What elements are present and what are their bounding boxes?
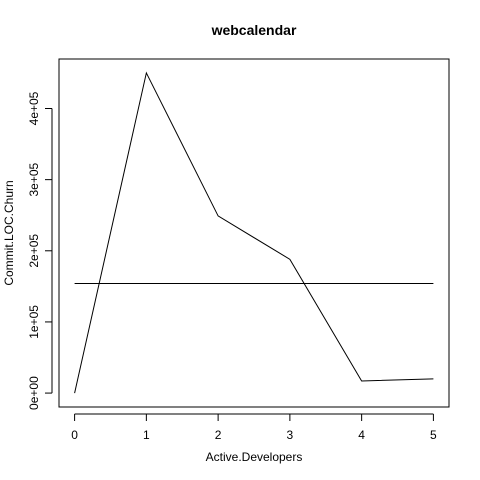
y-tick-label: 4e+05: [27, 91, 41, 125]
x-tick-label: 3: [287, 428, 294, 442]
x-axis: 0 1 2 3 4 5: [71, 413, 437, 442]
chart-title: webcalendar: [211, 22, 297, 38]
series-line: [74, 71, 434, 394]
y-tick-label: 1e+05: [27, 305, 41, 339]
plot-frame: [58, 58, 450, 408]
x-tick-label: 2: [215, 428, 222, 442]
y-axis-label: Commit.LOC.Churn: [2, 180, 16, 285]
y-tick-label: 0e+00: [27, 376, 41, 410]
x-tick-label: 1: [143, 428, 150, 442]
x-axis-label: Active.Developers: [206, 450, 303, 464]
x-tick-label: 5: [430, 428, 437, 442]
x-tick-label: 0: [71, 428, 78, 442]
y-tick-label: 3e+05: [27, 162, 41, 196]
x-tick-label: 4: [358, 428, 365, 442]
y-axis: 0e+00 1e+05 2e+05 3e+05 4e+05: [27, 91, 53, 410]
y-tick-label: 2e+05: [27, 234, 41, 268]
